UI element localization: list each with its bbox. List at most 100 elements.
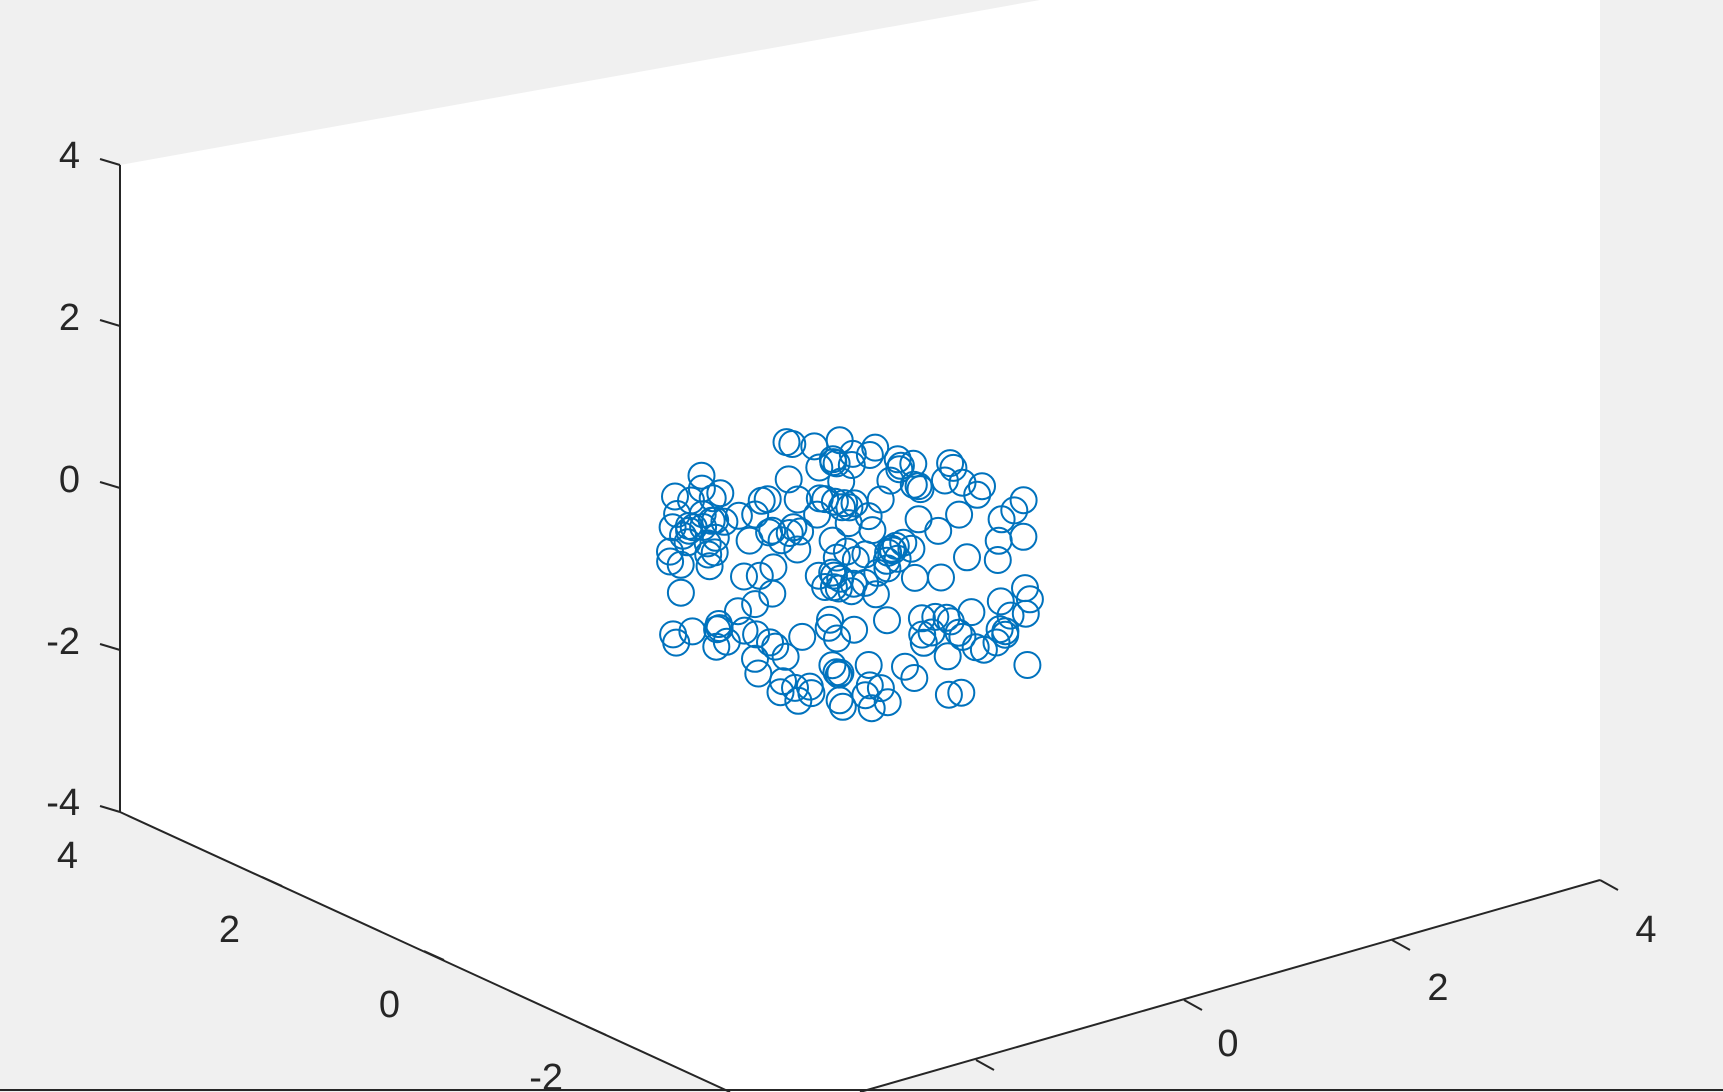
- scatter-point: [945, 500, 974, 529]
- x-axis-line: [859, 879, 1601, 1092]
- scatter-point: [658, 513, 687, 542]
- z-tick-label-0: 0: [59, 459, 80, 501]
- x-tick-label-4: 4: [1635, 909, 1656, 951]
- scatter-point: [873, 688, 902, 717]
- scatter-point: [771, 642, 800, 671]
- scatter-point: [783, 485, 812, 514]
- scatter-point: [784, 686, 813, 715]
- scatter-point: [783, 535, 812, 564]
- y-tick-label-0: 0: [379, 984, 400, 1026]
- scatter-point: [897, 534, 926, 563]
- scatter-point: [823, 624, 851, 653]
- scatter-point: [744, 659, 773, 688]
- scatter-point: [985, 615, 1014, 644]
- scatter-point: [819, 448, 848, 477]
- scatter-point: [934, 680, 963, 709]
- scatter-point: [693, 529, 722, 558]
- scatter-point: [818, 558, 847, 587]
- z-tick-label-m2: -2: [46, 621, 80, 663]
- scatter-point: [857, 694, 886, 723]
- scatter-point: [1009, 486, 1038, 515]
- scatter-point: [702, 632, 731, 661]
- scatter-point: [906, 475, 935, 504]
- scatter-point: [947, 678, 976, 707]
- scatter-point: [741, 644, 769, 673]
- scatter-point: [876, 466, 905, 495]
- scatter-point: [969, 635, 998, 664]
- scatter-point: [741, 500, 770, 529]
- scatter-point: [883, 544, 912, 573]
- scatter-point: [805, 453, 834, 482]
- scatter-point: [936, 449, 965, 478]
- scatter-point: [818, 651, 847, 680]
- scatter-point: [900, 664, 929, 692]
- scatter-point: [927, 563, 955, 592]
- scatter-point: [851, 681, 880, 710]
- scatter-point: [656, 547, 685, 576]
- scatter-point: [687, 461, 716, 490]
- scatter-point: [984, 526, 1013, 555]
- scatter-point: [695, 552, 724, 581]
- scatter-point: [724, 597, 752, 626]
- scatter-point: [991, 620, 1020, 649]
- scatter-point: [957, 598, 986, 627]
- scatter-point: [697, 506, 726, 535]
- scatter-point: [666, 578, 695, 607]
- scatter-point: [673, 528, 702, 557]
- scatter-point: [803, 500, 832, 529]
- scatter-point: [698, 484, 727, 513]
- x-tick-2: [1391, 939, 1411, 951]
- scatter-point: [662, 628, 691, 657]
- scatter-point: [819, 573, 848, 602]
- scatter-point: [778, 430, 807, 458]
- y-tick-label-2: 2: [219, 909, 240, 951]
- scatter-point: [747, 486, 776, 515]
- x-tick-label-0: 0: [1217, 1023, 1238, 1065]
- scatter-point: [899, 470, 928, 499]
- scatter-point: [828, 692, 857, 721]
- scatter-point: [866, 674, 895, 703]
- scatter-point: [742, 620, 771, 649]
- x-tick-label-2: 2: [1427, 967, 1448, 1009]
- scatter-point: [774, 465, 803, 494]
- scatter-point: [917, 618, 946, 647]
- scatter-point: [963, 480, 992, 509]
- scatter-point: [873, 606, 901, 635]
- y-tick-label-m2: -2: [529, 1057, 563, 1092]
- scatter-point: [855, 441, 884, 469]
- scatter-point: [883, 445, 912, 474]
- y-tick-m2: [585, 1025, 607, 1036]
- scatter-point: [730, 562, 758, 591]
- z-tick-m2: [99, 643, 121, 651]
- scatter-point: [854, 651, 883, 679]
- scatter-point: [826, 658, 855, 687]
- scatter-point: [828, 493, 856, 522]
- scatter-point: [825, 426, 854, 455]
- scatter-point: [689, 513, 718, 541]
- scatter-point: [724, 501, 753, 530]
- scatter-point: [775, 519, 804, 547]
- z-tick-m4: [99, 805, 121, 813]
- scatter-point: [816, 605, 844, 634]
- z-tick-label-2: 2: [59, 297, 80, 339]
- scatter-point: [1013, 651, 1042, 679]
- x-tick-m2: [975, 1059, 995, 1071]
- scatter-point: [944, 618, 973, 647]
- scatter-point: [832, 537, 861, 566]
- scatter-point: [706, 479, 735, 508]
- scatter-point: [756, 628, 784, 657]
- z-tick-label-m4: -4: [46, 782, 80, 824]
- scatter-point: [786, 517, 815, 546]
- x-tick-0: [1183, 999, 1203, 1011]
- scatter-point: [891, 652, 919, 681]
- scatter-point: [758, 516, 787, 545]
- scatter-point: [953, 543, 981, 572]
- scatter-point: [677, 486, 705, 515]
- z-tick-label-4: 4: [59, 135, 80, 177]
- scatter-point: [1011, 599, 1040, 628]
- z-tick-2: [99, 319, 121, 327]
- scatter-point: [889, 528, 918, 557]
- scatter-point: [814, 613, 843, 642]
- x-tick-4: [1599, 879, 1619, 891]
